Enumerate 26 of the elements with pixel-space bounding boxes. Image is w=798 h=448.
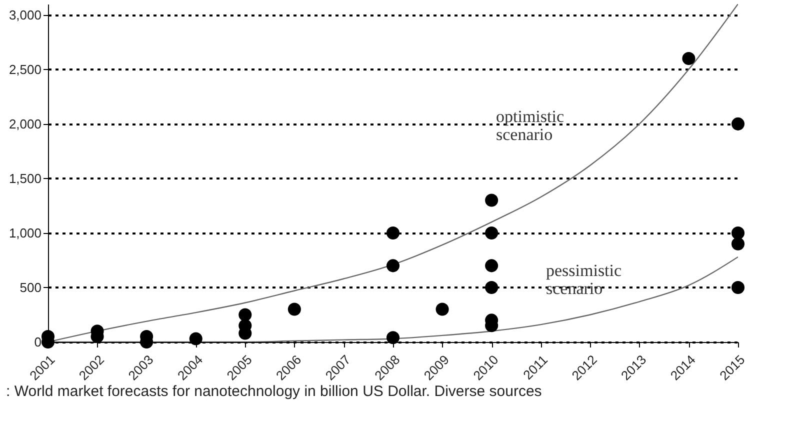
point [288, 302, 301, 316]
y-tick-label: 1,000 [8, 225, 42, 240]
point [485, 194, 498, 207]
y-tick-label: 0 [34, 334, 42, 350]
text: : World market forecasts for nanotechnology in billion US Dollar. Diverse sources [6, 383, 543, 400]
point [238, 308, 252, 322]
point [386, 226, 400, 240]
point [731, 226, 745, 240]
point [386, 331, 400, 344]
point [485, 280, 498, 294]
y-tick-label: 2,500 [8, 62, 42, 77]
point [731, 237, 745, 250]
annotation: pessimistic scenario [546, 261, 622, 298]
y-tick-label: 3,000 [8, 7, 42, 22]
point [485, 226, 498, 240]
point [731, 280, 745, 294]
point [436, 302, 449, 316]
y-tick-label: 500 [20, 280, 42, 295]
point [485, 259, 498, 272]
point [682, 52, 696, 66]
point [731, 117, 745, 130]
annotation: optimistic scenario [496, 107, 564, 144]
y-tick-label: 1,500 [8, 170, 42, 186]
y-tick-label: 2,000 [8, 116, 42, 132]
point [386, 259, 400, 272]
point [189, 332, 202, 346]
